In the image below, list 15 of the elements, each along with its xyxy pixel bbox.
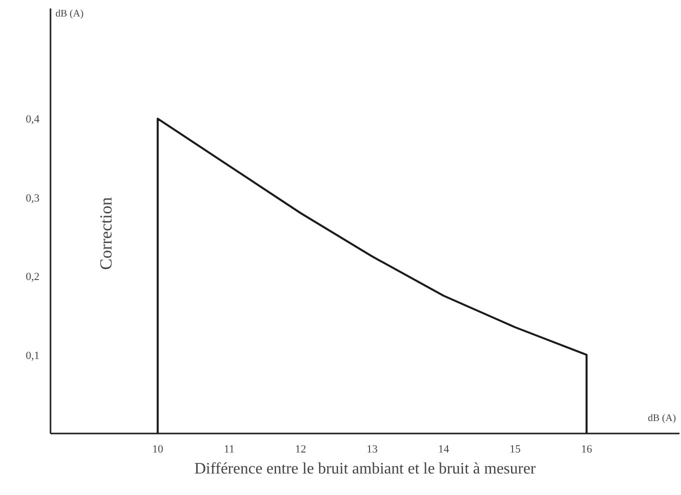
y-tick-label: 0,1 (26, 350, 40, 362)
x-tick-label: 13 (366, 444, 378, 456)
y-tick-label: 0,3 (26, 192, 40, 204)
x-tick-label: 12 (295, 444, 306, 456)
x-tick-label: 15 (510, 444, 522, 456)
x-tick-label: 10 (152, 444, 164, 456)
y-tick-label: 0,4 (26, 114, 40, 126)
annotation: dB (A) (56, 8, 84, 20)
annotation: dB (A) (648, 413, 676, 424)
y-tick-label: 0,2 (26, 271, 40, 284)
y-axis-title: Correction (96, 196, 116, 270)
x-axis-title: Différence entre le bruit ambiant et le bruit à mesurer (194, 460, 536, 478)
x-tick-label: 11 (224, 444, 234, 456)
x-tick-label: 16 (581, 444, 593, 456)
x-tick-label: 14 (438, 444, 450, 456)
